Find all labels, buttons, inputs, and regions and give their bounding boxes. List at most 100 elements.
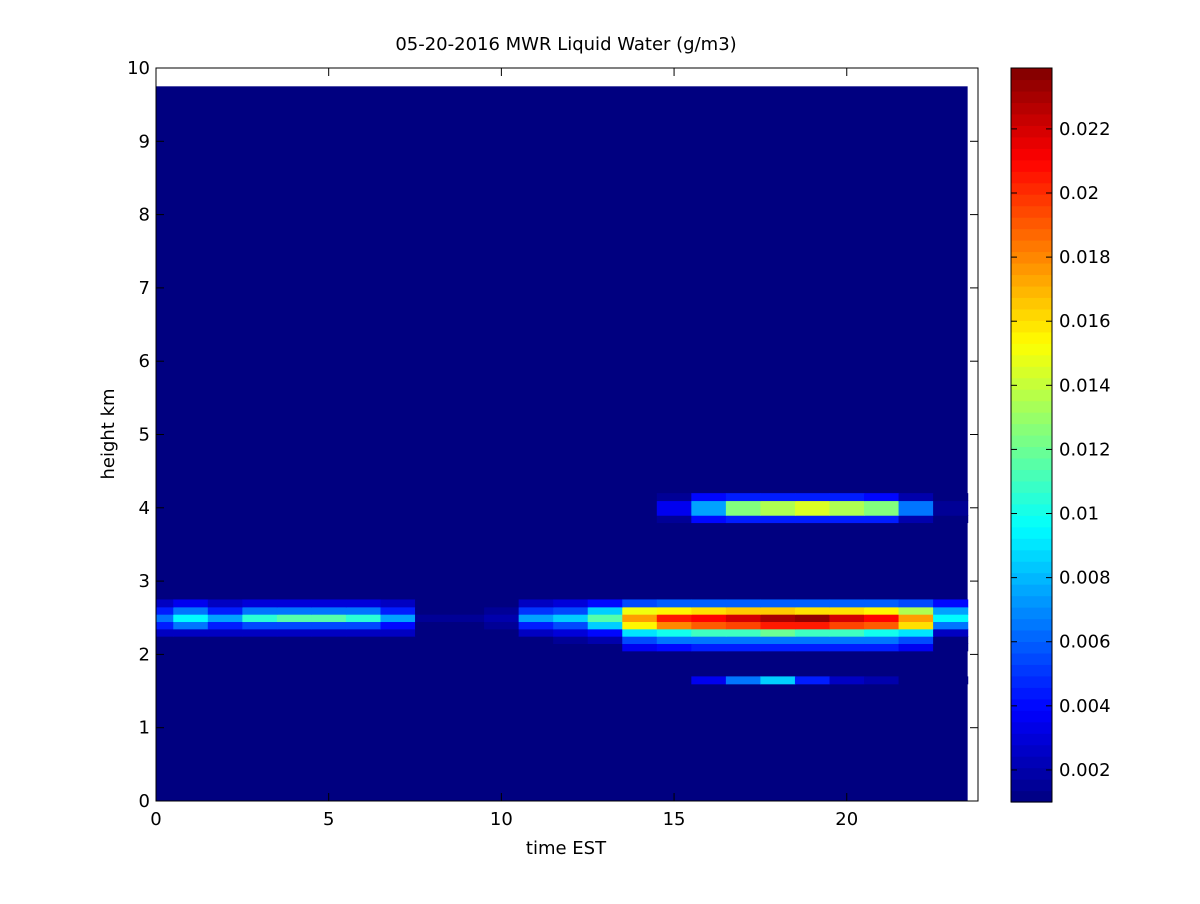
heatmap-cell — [725, 621, 762, 630]
heatmap-cell — [760, 621, 796, 630]
heatmap-cell — [345, 676, 382, 685]
colorbar-segment — [1011, 125, 1052, 138]
colorbar-segment — [1011, 538, 1052, 551]
heatmap-cell — [656, 676, 692, 685]
heatmap-cell — [553, 676, 589, 685]
heatmap-cell — [156, 676, 174, 685]
colorbar-segment — [1011, 664, 1052, 677]
heatmap-cell — [242, 614, 278, 623]
heatmap-cell — [656, 636, 692, 645]
heatmap-cell — [415, 621, 451, 630]
heatmap-cell — [622, 606, 658, 615]
heatmap-cell — [207, 493, 243, 502]
heatmap-cell — [173, 599, 209, 608]
heatmap-cell — [311, 636, 347, 645]
heatmap-cell — [242, 643, 278, 652]
heatmap-cell — [173, 614, 209, 623]
heatmap-cell — [207, 676, 243, 685]
heatmap-cell — [484, 643, 520, 652]
colorbar-segment — [1011, 584, 1052, 597]
heatmap-cell — [156, 636, 174, 645]
colorbar-segment — [1011, 194, 1052, 207]
colorbar-segment — [1011, 90, 1052, 104]
heatmap-cell — [898, 643, 934, 652]
heatmap-cell — [207, 500, 243, 516]
heatmap-cell — [864, 676, 900, 685]
heatmap-cell — [345, 599, 382, 608]
colorbar-segment — [1011, 710, 1052, 723]
colorbar-segment — [1011, 308, 1052, 321]
heatmap-cell — [484, 676, 520, 685]
heatmap-cell — [518, 500, 554, 516]
colorbar-tick-label: 0.014 — [1059, 375, 1111, 396]
heatmap-cell — [622, 614, 658, 623]
y-tick-label: 10 — [127, 58, 150, 79]
heatmap-cell — [794, 643, 831, 652]
colorbar-segment — [1011, 320, 1052, 333]
heatmap-cell — [725, 606, 762, 615]
heatmap-cell — [345, 636, 382, 645]
heatmap-cell — [449, 636, 485, 645]
colorbar-segment — [1011, 79, 1052, 92]
colorbar-segment — [1011, 457, 1052, 471]
colorbar-segment — [1011, 68, 1052, 81]
heatmap-cell — [656, 643, 692, 652]
heatmap-cell — [864, 621, 900, 630]
heatmap-cell — [242, 599, 278, 608]
heatmap-cell — [207, 599, 243, 608]
heatmap-cell — [173, 676, 209, 685]
heatmap-cell — [242, 676, 278, 685]
heatmap-cell — [725, 515, 762, 524]
colorbar-segment — [1011, 171, 1052, 184]
heatmap-cell — [518, 599, 554, 608]
heatmap-cell — [829, 628, 865, 637]
y-tick-label: 9 — [139, 131, 150, 152]
colorbar-segment — [1011, 331, 1052, 344]
heatmap-cell — [415, 599, 451, 608]
heatmap-cell — [829, 643, 865, 652]
heatmap-cell — [587, 606, 623, 615]
heatmap-cell — [173, 606, 209, 615]
colorbar-segment — [1011, 549, 1052, 562]
heatmap-cell — [898, 621, 934, 630]
heatmap-cell — [242, 515, 278, 524]
colorbar-segment — [1011, 561, 1052, 574]
x-tick-label: 0 — [150, 809, 161, 830]
heatmap-cell — [415, 643, 451, 652]
colorbar-segment — [1011, 113, 1052, 126]
heatmap-cell — [587, 614, 623, 623]
x-tick-label: 5 — [323, 809, 334, 830]
colorbar-segment — [1011, 607, 1052, 620]
heatmap-cell — [156, 606, 174, 615]
heatmap-cell — [933, 515, 969, 524]
colorbar-segment — [1011, 572, 1052, 585]
heatmap-cell — [691, 621, 727, 630]
heatmap-cell — [691, 628, 727, 637]
heatmap-cell — [207, 614, 243, 623]
heatmap-cell — [725, 493, 762, 502]
heatmap-cell — [933, 493, 969, 502]
heatmap-cell — [380, 493, 416, 502]
heatmap-cell — [380, 599, 416, 608]
heatmap-cell — [173, 643, 209, 652]
heatmap-cell — [587, 599, 623, 608]
heatmap-cell — [760, 599, 796, 608]
colorbar-tick-label: 0.01 — [1059, 504, 1099, 525]
heatmap-cell — [156, 599, 174, 608]
heatmap-cell — [794, 614, 831, 623]
heatmap-cell — [691, 493, 727, 502]
heatmap-cell — [691, 636, 727, 645]
heatmap-cell — [691, 643, 727, 652]
heatmap-cell — [725, 614, 762, 623]
y-tick-label: 5 — [139, 425, 150, 446]
heatmap-cell — [173, 628, 209, 637]
colorbar: 0.002 0.004 0.006 0.008 0.01 0.012 0.014 0.016 0… — [1010, 67, 1111, 803]
y-tick-label: 4 — [139, 498, 150, 519]
heatmap-cell — [760, 606, 796, 615]
heatmap-cell — [864, 614, 900, 623]
heatmap-cell — [156, 628, 174, 637]
colorbar-segment — [1011, 285, 1052, 298]
heatmap-cell — [156, 493, 174, 502]
heatmap-cell — [794, 606, 831, 615]
